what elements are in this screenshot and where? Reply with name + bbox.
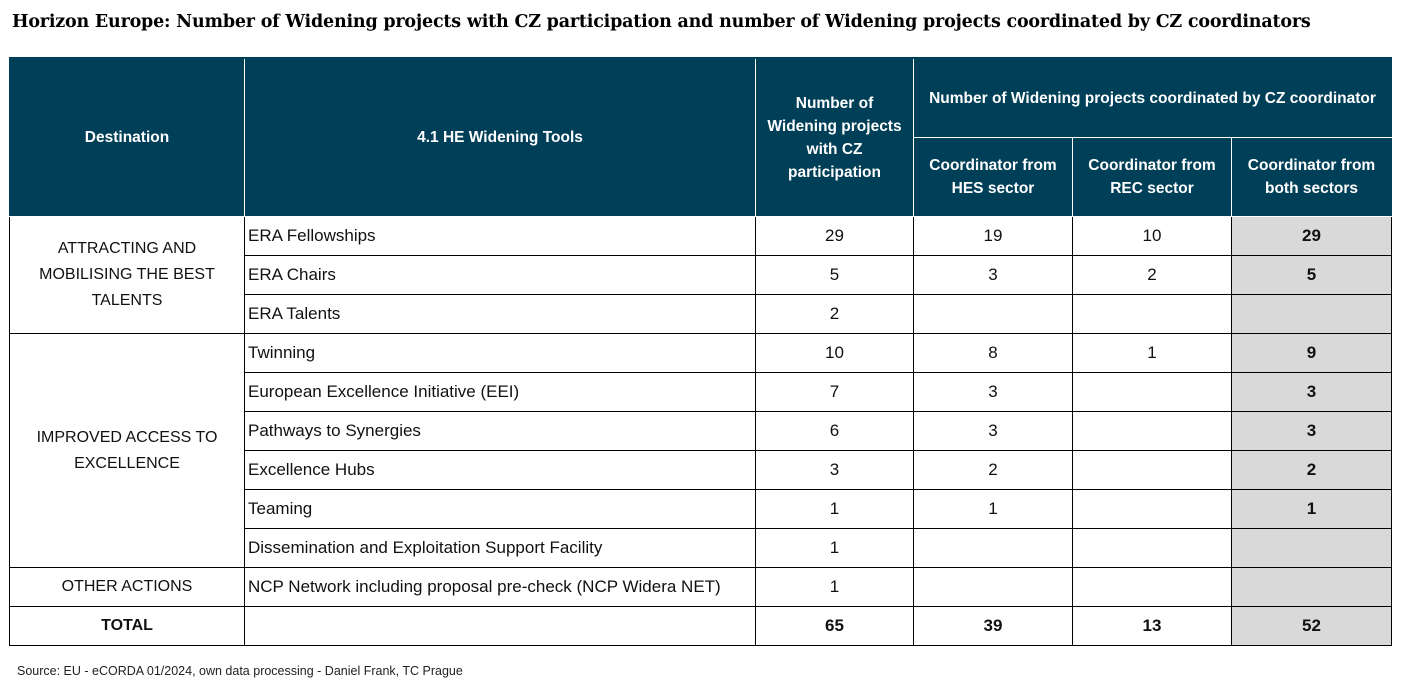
table-row: Teaming 1 1 1 (10, 489, 1393, 529)
participation-cell: 3 (755, 450, 914, 490)
total-participation: 65 (755, 606, 914, 646)
header-destination: Destination (9, 57, 245, 217)
participation-cell: 1 (755, 528, 914, 568)
source-note: Source: EU - eCORDA 01/2024, own data pr… (17, 664, 463, 678)
participation-cell: 7 (755, 372, 914, 412)
hes-cell: 3 (913, 411, 1073, 451)
header-tools: 4.1 HE Widening Tools (244, 57, 756, 217)
table-row: OTHER ACTIONS NCP Network including prop… (9, 567, 1393, 607)
page-title: Horizon Europe: Number of Widening proje… (12, 12, 1311, 32)
total-both: 52 (1230, 606, 1393, 646)
rec-cell: 1 (1072, 333, 1232, 373)
table-row: ATTRACTING AND MOBILISING THE BEST TALEN… (9, 216, 1393, 334)
rec-cell: 10 (1072, 216, 1232, 256)
rec-cell (1072, 294, 1232, 334)
participation-cell: 1 (755, 489, 914, 529)
hes-cell (913, 294, 1073, 334)
tool-cell: ERA Fellowships (244, 216, 756, 256)
table-row: ERA Chairs 5 3 2 5 (10, 255, 1393, 295)
both-cell: 3 (1230, 411, 1393, 451)
header-coordinated-group: Number of Widening projects coordinated … (912, 57, 1393, 138)
total-rec: 13 (1072, 606, 1232, 646)
both-cell: 1 (1230, 489, 1393, 529)
both-cell (1230, 294, 1393, 334)
header-both: Coordinator from both sectors (1230, 137, 1393, 217)
both-cell: 29 (1230, 216, 1393, 256)
both-cell: 9 (1230, 333, 1393, 373)
hes-cell: 3 (913, 372, 1073, 412)
rec-cell (1072, 411, 1232, 451)
participation-cell: 29 (755, 216, 914, 256)
widening-projects-table: Destination 4.1 HE Widening Tools Number… (9, 57, 1393, 646)
participation-cell: 2 (755, 294, 914, 334)
total-tool-cell (244, 606, 756, 646)
rec-cell: 2 (1072, 255, 1232, 295)
tool-cell: NCP Network including proposal pre-check… (244, 567, 756, 607)
tool-cell: Teaming (244, 489, 756, 529)
hes-cell: 19 (913, 216, 1073, 256)
table-row: IMPROVED ACCESS TO EXCELLENCE Twinning 1… (9, 333, 1393, 568)
tool-cell: Dissemination and Exploitation Support F… (244, 528, 756, 568)
tool-cell: ERA Talents (244, 294, 756, 334)
tool-cell: European Excellence Initiative (EEI) (244, 372, 756, 412)
both-cell: 3 (1230, 372, 1393, 412)
rec-cell (1072, 528, 1232, 568)
total-row: TOTAL 65 39 13 52 (9, 606, 1393, 646)
hes-cell: 1 (913, 489, 1073, 529)
both-cell: 2 (1230, 450, 1393, 490)
table-row: Excellence Hubs 3 2 2 (10, 450, 1393, 490)
tool-cell: Twinning (244, 333, 756, 373)
hes-cell (913, 528, 1073, 568)
rec-cell (1072, 450, 1232, 490)
hes-cell: 8 (913, 333, 1073, 373)
header-hes: Coordinator from HES sector (913, 137, 1073, 217)
total-hes: 39 (913, 606, 1073, 646)
table-row: Pathways to Synergies 6 3 3 (10, 411, 1393, 451)
table-row: Dissemination and Exploitation Support F… (10, 528, 1393, 568)
both-cell (1230, 528, 1393, 568)
hes-cell: 2 (913, 450, 1073, 490)
header-participation: Number of Widening projects with CZ part… (755, 57, 914, 217)
table-row: ERA Talents 2 (10, 294, 1393, 334)
participation-cell: 10 (755, 333, 914, 373)
destination-cell: IMPROVED ACCESS TO EXCELLENCE (9, 333, 245, 568)
tool-cell: Excellence Hubs (244, 450, 756, 490)
participation-cell: 6 (755, 411, 914, 451)
participation-cell: 1 (755, 567, 914, 607)
both-cell: 5 (1230, 255, 1393, 295)
rec-cell (1072, 372, 1232, 412)
destination-cell: OTHER ACTIONS (9, 567, 245, 607)
rec-cell (1072, 567, 1232, 607)
destination-cell: ATTRACTING AND MOBILISING THE BEST TALEN… (9, 216, 245, 334)
participation-cell: 5 (755, 255, 914, 295)
tool-cell: ERA Chairs (244, 255, 756, 295)
tool-cell: Pathways to Synergies (244, 411, 756, 451)
hes-cell: 3 (913, 255, 1073, 295)
both-cell (1230, 567, 1393, 607)
hes-cell (913, 567, 1073, 607)
rec-cell (1072, 489, 1232, 529)
table-row: European Excellence Initiative (EEI) 7 3… (10, 372, 1393, 412)
header-rec: Coordinator from REC sector (1072, 137, 1232, 217)
total-label: TOTAL (9, 606, 245, 646)
